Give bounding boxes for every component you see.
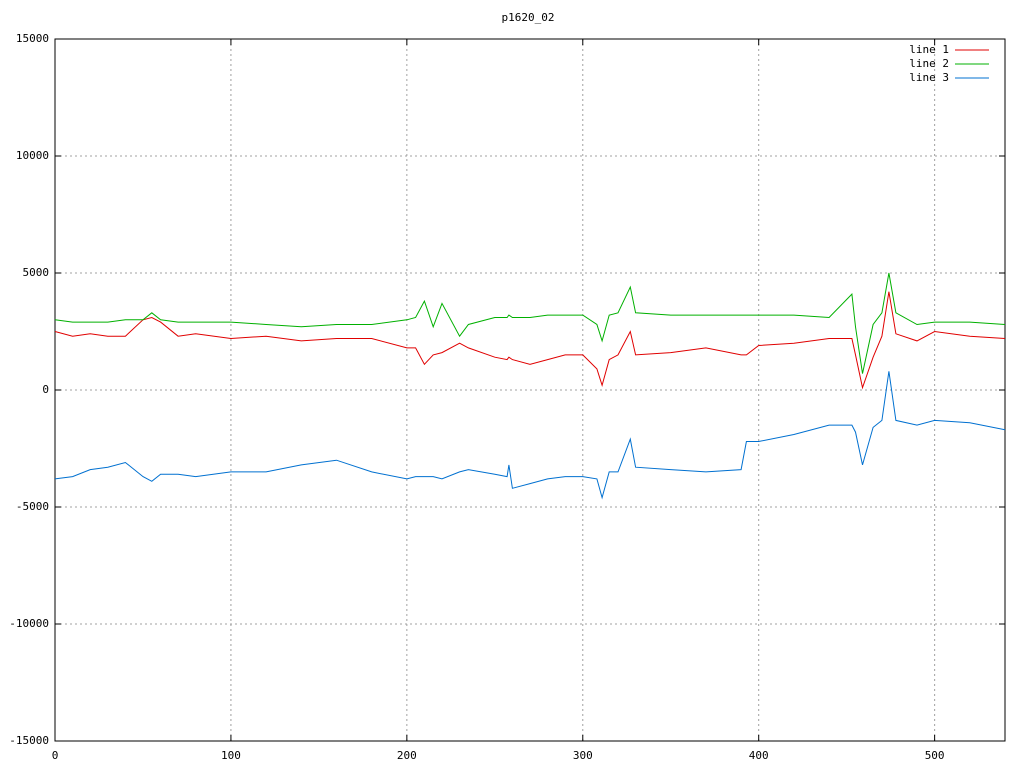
y-tick-label: -10000 [9,617,49,630]
x-tick-label: 100 [221,749,241,762]
x-tick-label: 400 [749,749,769,762]
y-tick-label: 0 [42,383,49,396]
x-tick-label: 200 [397,749,417,762]
legend-label: line 1 [909,43,949,56]
y-tick-label: 5000 [23,266,50,279]
legend-label: line 2 [909,57,949,70]
y-tick-label: 15000 [16,32,49,45]
x-tick-label: 500 [925,749,945,762]
legend-label: line 3 [909,71,949,84]
y-tick-label: -5000 [16,500,49,513]
y-tick-label: -15000 [9,734,49,747]
y-tick-label: 10000 [16,149,49,162]
chart-title: p1620_02 [502,11,555,24]
data-line [54,291,1006,390]
plot-frame [54,38,1006,742]
x-tick-label: 0 [52,749,59,762]
x-tick-label: 300 [573,749,593,762]
data-line [54,371,1006,500]
data-line [54,272,1006,374]
